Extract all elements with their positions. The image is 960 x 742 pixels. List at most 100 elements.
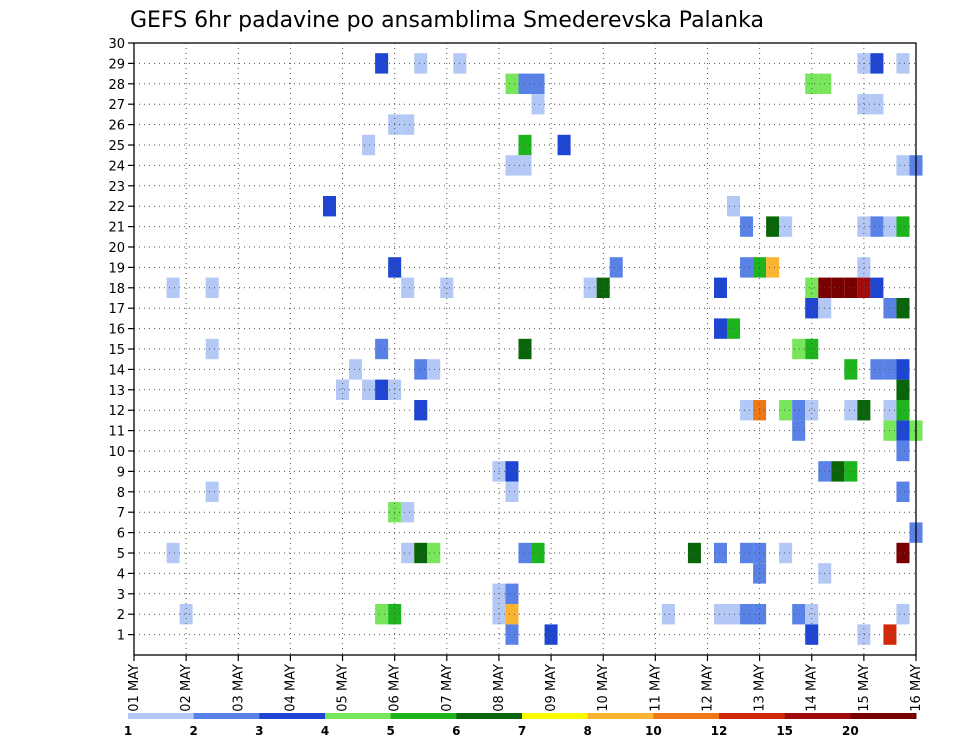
heatmap-cell	[505, 461, 519, 482]
y-tick-label: 20	[108, 241, 125, 256]
legend-label: 7	[518, 724, 526, 738]
heatmap-cell	[779, 216, 793, 237]
heatmap-cell	[440, 277, 454, 298]
heatmap-cell	[896, 481, 910, 502]
heatmap-cell	[492, 604, 506, 625]
heatmap-cell	[531, 73, 545, 94]
heatmap-cell	[414, 400, 428, 421]
heatmap-cell	[805, 624, 819, 645]
heatmap-cell	[792, 400, 806, 421]
heatmap-cell	[531, 94, 545, 115]
y-tick-label: 1	[117, 629, 125, 644]
legend-label: 1	[124, 724, 132, 738]
y-tick-label: 27	[108, 98, 125, 113]
heatmap-cell	[205, 277, 219, 298]
heatmap-cell	[792, 420, 806, 441]
color-legend: 1 2 3 4 5 6 7 8 10 12 15 20	[124, 713, 917, 738]
y-tick-label: 9	[117, 465, 125, 480]
legend-label: 5	[386, 724, 394, 738]
x-tick-label: 05 MAY	[336, 664, 351, 712]
heatmap-cell	[740, 257, 754, 278]
legend-label: 8	[583, 724, 591, 738]
legend-label: 20	[842, 724, 859, 738]
heatmap-cell	[896, 216, 910, 237]
y-tick-label: 7	[117, 506, 125, 521]
heatmap-cell	[805, 604, 819, 625]
legend-swatch	[784, 713, 851, 719]
x-tick-label: 08 MAY	[492, 664, 507, 712]
heatmap-cell	[857, 624, 871, 645]
heatmap-cell	[805, 400, 819, 421]
legend-swatch	[128, 713, 195, 719]
heatmap-cell	[414, 542, 428, 564]
heatmap-cell	[713, 277, 728, 298]
heatmap-cell	[414, 359, 428, 380]
y-tick-label: 14	[108, 363, 125, 378]
heatmap-cell	[779, 542, 793, 564]
legend-label: 15	[776, 724, 793, 738]
legend-swatch	[587, 713, 654, 719]
heatmap-cell	[857, 257, 871, 278]
heatmap-cell	[857, 94, 871, 115]
x-tick-label: 02 MAY	[179, 664, 194, 712]
legend-swatch	[259, 713, 326, 719]
grid-lines	[134, 43, 916, 655]
heatmap-cell	[179, 604, 193, 625]
heatmap-cell	[205, 481, 219, 502]
heatmap-cell	[896, 298, 910, 319]
heatmap-cell	[896, 400, 910, 421]
heatmap-cell	[583, 277, 597, 298]
heatmap-cell	[831, 277, 845, 298]
heatmap-cell	[766, 216, 780, 237]
heatmap-cell	[896, 420, 910, 441]
heatmap-cell	[362, 379, 376, 400]
heatmap-cell	[166, 277, 180, 298]
y-tick-label: 25	[108, 139, 125, 154]
x-tick-label: 06 MAY	[388, 664, 403, 712]
y-tick-label: 17	[108, 302, 125, 317]
heatmap-cell	[740, 216, 754, 237]
heatmap-cell	[896, 379, 910, 400]
legend-label: 4	[321, 724, 329, 738]
y-tick-label: 12	[108, 404, 125, 419]
legend-swatch	[193, 713, 260, 719]
heatmap-cell	[375, 379, 389, 400]
chart-title: GEFS 6hr padavine po ansamblima Smederev…	[130, 8, 764, 33]
x-tick-label: 03 MAY	[231, 664, 246, 712]
heatmap-cell	[349, 359, 363, 380]
heatmap-cell	[740, 542, 754, 564]
heatmap-cell	[713, 604, 728, 625]
legend-swatch	[456, 713, 523, 719]
x-tick-label: 10 MAY	[596, 664, 611, 712]
heatmap-cell	[401, 277, 415, 298]
heatmap-cell	[505, 583, 519, 604]
heatmap-cell	[401, 542, 415, 564]
heatmap-cells	[166, 53, 923, 645]
heatmap-cell	[336, 379, 350, 400]
heatmap-cell	[779, 400, 793, 421]
heatmap-cell	[727, 196, 741, 217]
legend-swatch	[325, 713, 392, 719]
heatmap-cell	[831, 461, 845, 482]
x-tick-label: 07 MAY	[440, 664, 455, 712]
y-tick-label: 28	[108, 78, 125, 93]
heatmap-cell	[401, 114, 415, 135]
heatmap-cell	[427, 542, 441, 564]
heatmap-cell	[505, 604, 519, 625]
heatmap-cell	[609, 257, 623, 278]
y-tick-label: 21	[108, 221, 125, 236]
y-tick-label: 18	[108, 282, 125, 297]
heatmap-cell	[857, 400, 871, 421]
y-tick-label: 4	[117, 567, 125, 582]
heatmap-cell	[505, 481, 519, 502]
heatmap-cell	[362, 134, 376, 156]
legend-swatch	[522, 713, 589, 719]
heatmap-cell	[427, 359, 441, 380]
heatmap-cell	[896, 604, 910, 625]
y-tick-label: 22	[108, 200, 125, 215]
legend-label: 12	[711, 724, 728, 738]
heatmap-cell	[896, 53, 910, 74]
heatmap-cell	[896, 359, 910, 380]
x-tick-label: 14 MAY	[805, 664, 820, 712]
